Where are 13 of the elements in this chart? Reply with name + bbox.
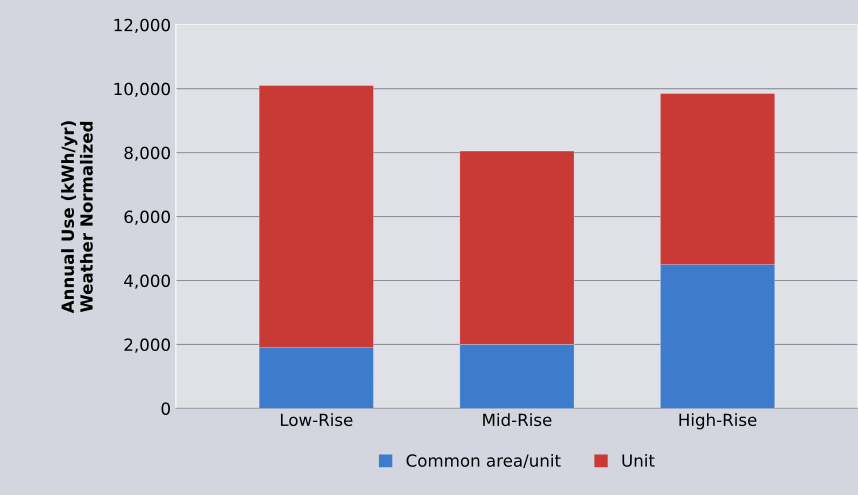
y-tick-label: 12,000 — [114, 18, 170, 34]
y-tick-label: 10,000 — [114, 82, 170, 97]
y-tick-label: 4,000 — [124, 274, 170, 289]
x-tick-label: High-Rise — [679, 413, 756, 430]
y-tick-label: 0 — [162, 402, 170, 415]
y-tick-label: 2,000 — [124, 338, 170, 353]
y-tick-label: 8,000 — [124, 146, 170, 161]
legend-label: Unit — [622, 454, 655, 467]
y-tick-label: 6,000 — [124, 210, 170, 225]
x-tick-label: Low-Rise — [280, 413, 352, 426]
y-axis-title: Annual Use (kWh/yr) Weather Normalized — [61, 121, 93, 314]
legend-label: Common area/unit — [406, 454, 561, 468]
x-tick-label: Mid-Rise — [483, 413, 552, 426]
